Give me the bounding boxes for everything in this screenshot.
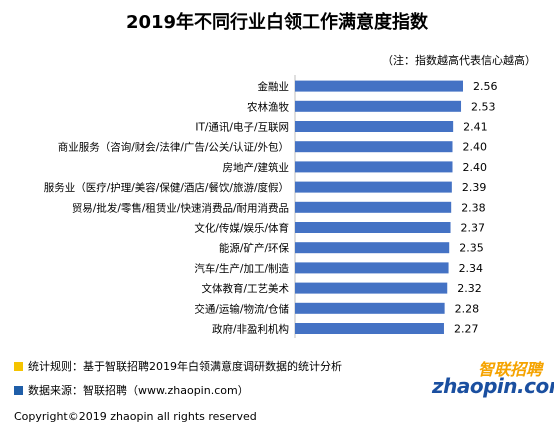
- footer-rule: 统计规则：基于智联招聘2019年白领满意度调研数据的统计分析: [14, 358, 342, 374]
- category-label: 房地产/建筑业: [222, 161, 289, 174]
- category-label: 农林渔牧: [247, 100, 289, 113]
- chart-title: 2019年不同行业白领工作满意度指数: [125, 12, 429, 33]
- data-label: 2.38: [461, 201, 486, 214]
- bar: [295, 121, 454, 132]
- footer-source-text: 数据来源：智联招聘（www.zhaopin.com）: [28, 384, 249, 397]
- category-label: 文化/传媒/娱乐/体育: [194, 222, 289, 235]
- bar: [295, 262, 449, 274]
- footer-rule-text: 统计规则：基于智联招聘2019年白领满意度调研数据的统计分析: [28, 360, 342, 373]
- category-label: 服务业（医疗/护理/美容/保健/酒店/餐饮/旅游/度假）: [44, 181, 289, 194]
- footer-source: 数据来源：智联招聘（www.zhaopin.com）: [14, 382, 249, 398]
- blue-square-icon: [14, 385, 23, 395]
- category-label: IT/通讯/电子/互联网: [195, 121, 289, 134]
- data-label: 2.28: [455, 302, 480, 315]
- category-label: 汽车/生产/加工/制造: [194, 262, 289, 275]
- logo-en-text: zhaopin.com: [432, 374, 554, 398]
- data-label: 2.34: [459, 262, 484, 275]
- bar: [295, 323, 444, 334]
- bar: [295, 100, 462, 112]
- yellow-square-icon: [14, 361, 23, 371]
- bar: [295, 242, 450, 254]
- category-label: 能源/矿产/环保: [219, 242, 290, 255]
- bar: [295, 181, 452, 193]
- bar: [295, 302, 445, 314]
- category-label: 商业服务（咨询/财会/法律/广告/公关/认证/外包）: [58, 141, 289, 154]
- bar: [295, 201, 452, 213]
- chart-note: （注：指数越高代表信心越高）: [382, 54, 536, 67]
- bar: [295, 222, 451, 233]
- category-label: 政府/非盈利机构: [212, 323, 289, 336]
- bar: [295, 80, 463, 92]
- copyright-text: Copyright©2019 zhaopin all rights reserv…: [14, 410, 257, 423]
- data-label: 2.40: [463, 141, 488, 154]
- bar-chart: 金融业 2.56 农林渔牧 2.53 IT/通讯/电子/互联网 2.41 商业服务（咨询/财…: [44, 75, 498, 338]
- bar: [295, 141, 453, 153]
- data-label: 2.35: [459, 242, 484, 255]
- zhaopin-logo: 智联招聘 zhaopin.com: [432, 356, 554, 406]
- data-label: 2.40: [463, 161, 488, 174]
- data-label: 2.53: [471, 100, 496, 113]
- data-label: 2.27: [454, 323, 479, 336]
- category-label: 文体教育/工艺美术: [201, 282, 289, 295]
- logo-cn-text: 智联招聘: [477, 360, 542, 379]
- data-label: 2.56: [473, 80, 498, 93]
- bar-group: 金融业 2.56 农林渔牧 2.53 IT/通讯/电子/互联网 2.41 商业服务（咨询/财…: [44, 80, 498, 335]
- data-label: 2.39: [462, 181, 487, 194]
- data-label: 2.37: [461, 222, 486, 235]
- category-label: 金融业: [258, 80, 290, 93]
- bar: [295, 282, 448, 294]
- category-label: 交通/运输/物流/仓储: [194, 302, 289, 315]
- bar: [295, 161, 453, 173]
- data-label: 2.41: [463, 121, 488, 134]
- category-label: 贸易/批发/零售/租赁业/快速消费品/耐用消费品: [72, 201, 289, 214]
- data-label: 2.32: [457, 282, 482, 295]
